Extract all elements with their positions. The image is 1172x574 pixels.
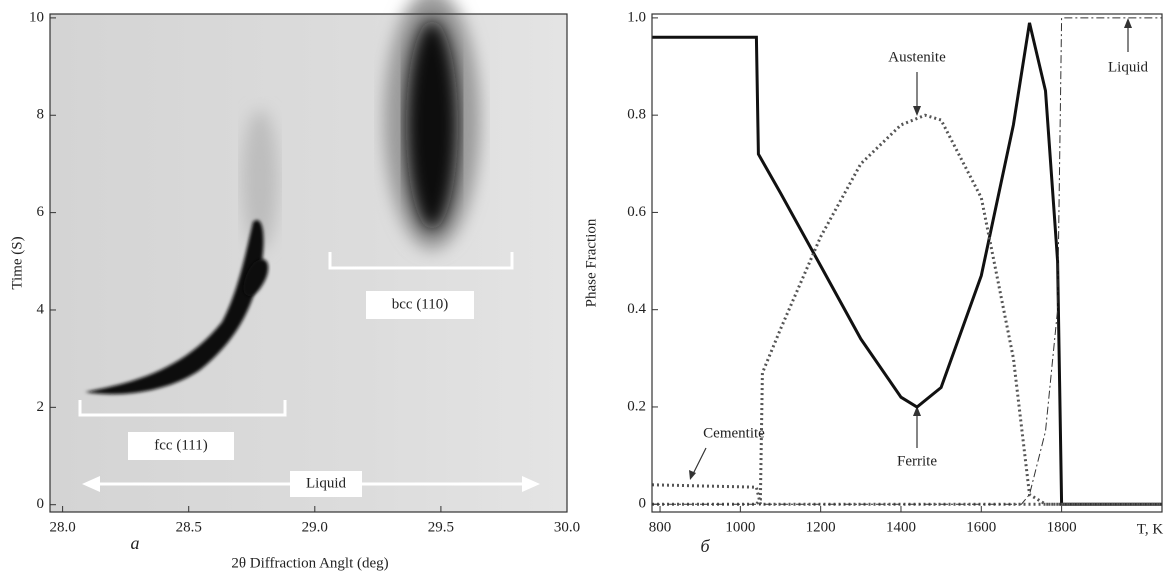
series-line: [652, 22, 1162, 506]
fcc-peak-2: [243, 259, 269, 296]
x-tick-label: 1200: [806, 519, 836, 535]
left-image: fcc (111) bcc (110) Liquid: [50, 0, 567, 512]
annotation: bcc (110): [392, 296, 449, 312]
y-tick-label: 0.2: [627, 398, 646, 414]
bcc-peak: [406, 20, 458, 230]
y-tick-label: 0: [639, 496, 647, 512]
label-box: [366, 291, 474, 319]
x-tick-label: 1000: [725, 519, 755, 535]
panel-label: б: [700, 536, 710, 556]
y-axis-label: Phase Fraction: [583, 218, 599, 307]
x-tick-label: 28.5: [176, 519, 202, 535]
y-tick-label: 0: [37, 496, 45, 512]
series-line: [651, 483, 1162, 506]
y-tick-label: 1.0: [627, 9, 646, 25]
x-tick-label: 800: [649, 519, 672, 535]
plot-frame: [49, 13, 568, 513]
y-axis-label: Time (S): [9, 236, 25, 289]
y-tick-label: 10: [29, 9, 44, 25]
x-tick-label: 1800: [1047, 519, 1077, 535]
annotation: Liquid: [1108, 59, 1148, 75]
x-tick-label: 1400: [886, 519, 916, 535]
fcc-peak: [85, 220, 264, 395]
label-box: [290, 471, 362, 497]
annotation: Austenite: [888, 49, 946, 65]
y-tick-label: 0.6: [627, 204, 646, 220]
fcc-tail: [242, 110, 278, 250]
series-line: [652, 17, 1162, 505]
y-tick-label: 6: [37, 204, 45, 220]
arrowheads: [689, 18, 1132, 480]
y-tick-label: 0.8: [627, 107, 646, 123]
x-tick-label: 29.0: [302, 519, 328, 535]
x-tick-label: 30.0: [554, 519, 580, 535]
x-axis-label: T, K: [1137, 521, 1164, 537]
plot-frame: [651, 13, 1163, 513]
annotation: Liquid: [306, 475, 346, 491]
y-tick-label: 4: [37, 301, 45, 317]
annotation: Cementite: [703, 425, 765, 441]
y-tick-label: 2: [37, 399, 45, 415]
label-box: [128, 432, 234, 460]
x-tick-label: 28.0: [49, 519, 75, 535]
x-tick-label: 29.5: [428, 519, 454, 535]
annotation: fcc (111): [154, 437, 207, 453]
y-tick-label: 8: [37, 107, 45, 123]
x-axis-label: 2θ Diffraction Anglt (deg): [231, 555, 388, 571]
y-tick-label: 0.4: [627, 301, 646, 317]
x-tick-label: 1600: [966, 519, 996, 535]
annotation: Ferrite: [897, 453, 937, 469]
image-background: [50, 14, 567, 512]
series-line: [652, 113, 1162, 506]
panel-label: а: [131, 533, 140, 553]
